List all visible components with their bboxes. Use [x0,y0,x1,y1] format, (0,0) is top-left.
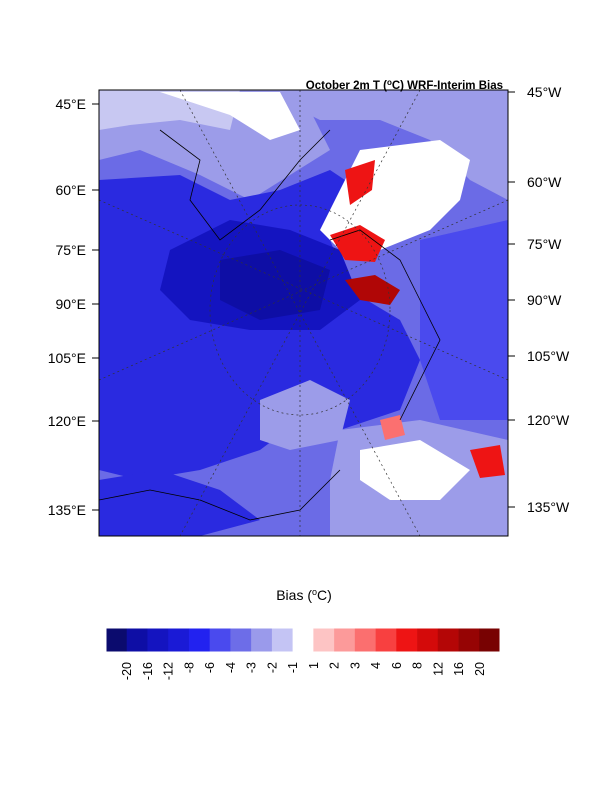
colorbar-swatch [334,628,356,652]
field-east-band [420,220,508,420]
field-white-north [160,92,300,140]
right-lon-label: 135°W [527,499,570,515]
right-lon-label: 45°W [527,84,562,100]
colorbar-swatch [168,628,190,652]
colorbar-swatch [106,628,128,652]
colorbar-swatch [417,628,439,652]
colorbar-frame [105,627,501,653]
colorbar-tick-label: 2 [328,662,342,669]
colorbar-tick-label: 4 [369,662,383,669]
colorbar-swatch [188,628,210,652]
right-lon-label: 120°W [527,412,570,428]
colorbar [105,627,501,653]
colorbar-swatch [251,628,273,652]
field-warm-core-1 [345,160,375,205]
field-warm-spot-southeast [470,445,505,478]
field-south-white [360,440,470,500]
colorbar-swatch [230,628,252,652]
field-warm-core-2 [330,225,385,262]
field-southwest-blue [99,470,260,536]
left-lon-label: 120°E [48,413,86,429]
colorbar-tick-label: 3 [348,662,362,669]
colorbar-tick-label: 12 [431,662,445,676]
right-lon-label: 75°W [527,236,562,252]
colorbar-tick-label: -6 [203,662,217,673]
colorbar-tick-label: 16 [452,662,466,676]
coastline-3 [99,469,341,521]
colorbar-tick-label: 20 [473,662,487,676]
colorbar-tick-label: 8 [411,662,425,669]
colorbar-tick-label: -2 [265,662,279,673]
field-warm-spot-south [380,415,405,440]
right-longitude-labels: 45°W 60°W 75°W 90°W 105°W 120°W 135°W [508,84,570,515]
colorbar-swatch [271,628,293,652]
left-lon-label: 60°E [55,182,86,198]
colorbar-tick-label: -4 [224,662,238,673]
field-pale-northeast [260,90,508,200]
left-lon-label: 90°E [55,296,86,312]
colorbar-tick-label: -12 [162,662,176,680]
map-frame [98,89,509,537]
left-longitude-labels: 45°E 60°E 75°E 90°E 105°E 120°E 135°E [48,96,99,518]
colorbar-swatch [147,628,169,652]
colorbar-tick-label: -1 [286,662,300,673]
coastline-2 [329,229,441,421]
colorbar-tick-label: -20 [120,662,134,680]
colorbar-swatch [313,628,335,652]
map-title: October 2m T (oC) WRF-Interim Bias [306,78,503,92]
field-deepest-blue [220,250,330,320]
colorbar-tick-label: -16 [141,662,155,680]
colorbar-swatch [479,628,501,652]
colorbar-swatch [437,628,459,652]
right-lon-label: 90°W [527,292,562,308]
colorbar-swatch [375,628,397,652]
colorbar-swatch [354,628,376,652]
colorbar-tick-labels: -20 -16 -12 -8 -6 -4 -3 -2 -1 1 2 3 4 6 8 12 16 20 [120,662,487,680]
colorbar-swatch [396,628,418,652]
colorbar-tick-label: -3 [245,662,259,673]
left-lon-label: 105°E [48,350,86,366]
colorbar-tick-label: 1 [307,662,321,669]
colorbar-swatch [458,628,480,652]
graticule [99,90,508,536]
colorbar-tick-label: 6 [390,662,404,669]
left-lon-label: 75°E [55,242,86,258]
left-lon-label: 135°E [48,502,86,518]
field-warm-core-3 [345,275,400,305]
colorbar-swatch [292,628,314,652]
colorbar-swatch [126,628,148,652]
bias-field [99,90,508,536]
left-lon-label: 45°E [55,96,86,112]
colorbar-label: Bias (oC) [276,587,332,603]
right-lon-label: 60°W [527,174,562,190]
colorbar-swatch [209,628,231,652]
colorbar-tick-label: -8 [182,662,196,673]
field-central-light [260,380,350,450]
right-lon-label: 105°W [527,348,570,364]
